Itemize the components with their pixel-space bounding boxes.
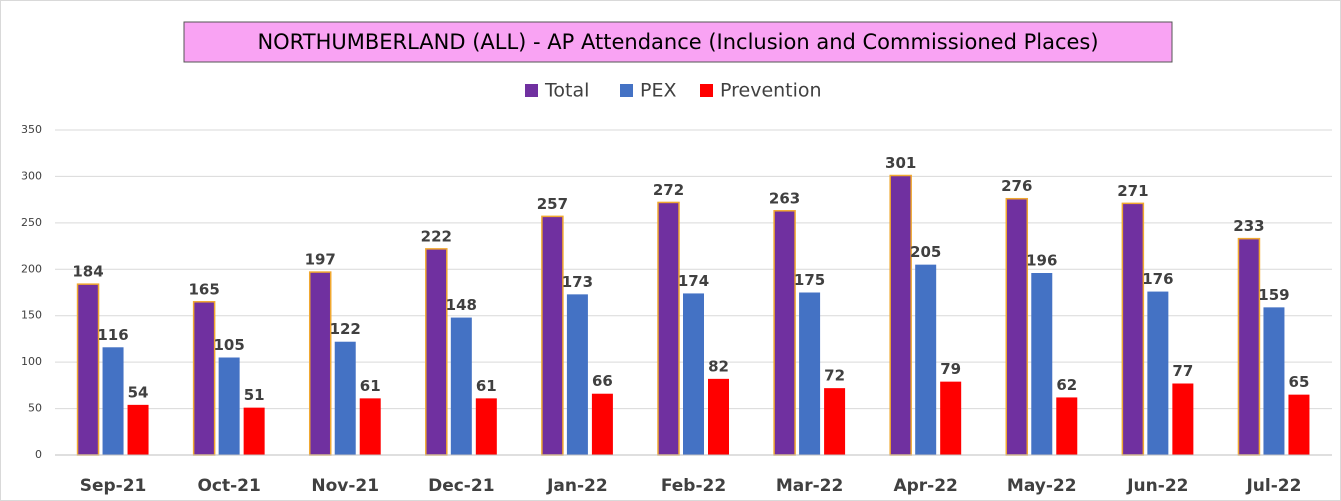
bar	[450, 317, 472, 455]
bar	[566, 294, 588, 455]
bar	[824, 388, 846, 455]
legend-label: PEX	[640, 80, 676, 102]
bar	[683, 293, 704, 455]
bar	[799, 292, 821, 455]
bar	[1005, 197, 1029, 456]
x-tick-label: May-22	[1007, 476, 1077, 496]
data-label: 222	[421, 227, 452, 245]
x-tick-label: Apr-22	[893, 476, 957, 496]
data-label: 77	[1172, 362, 1193, 380]
bar	[475, 398, 497, 455]
title-box	[183, 21, 1173, 63]
y-tick-label: 250	[21, 216, 42, 229]
bar	[591, 393, 613, 455]
data-label: 159	[1258, 286, 1289, 304]
x-tick-label: Jul-22	[1245, 476, 1301, 496]
data-label: 276	[1001, 177, 1032, 195]
data-label: 82	[708, 357, 729, 375]
bar	[1263, 307, 1285, 455]
x-tick-label: Nov-21	[311, 476, 379, 496]
bar	[1147, 291, 1169, 455]
data-label: 173	[562, 273, 593, 291]
data-label: 61	[360, 377, 381, 395]
bar	[541, 215, 564, 456]
data-label: 165	[188, 280, 219, 298]
bar	[218, 357, 240, 455]
data-label: 174	[678, 272, 709, 290]
data-label: 72	[824, 367, 845, 385]
x-tick-label: Dec-21	[428, 476, 494, 496]
data-label: 263	[769, 189, 800, 207]
bar	[1172, 383, 1194, 455]
data-label: 176	[1142, 270, 1173, 288]
data-label: 79	[940, 360, 961, 378]
data-label: 175	[794, 271, 825, 289]
data-label: 116	[97, 326, 128, 344]
bar	[1237, 237, 1261, 456]
bar	[1031, 273, 1053, 455]
bar	[889, 174, 912, 456]
y-tick-label: 300	[21, 169, 42, 182]
bar	[334, 341, 356, 455]
data-label: 61	[476, 377, 497, 395]
bar	[243, 407, 265, 455]
bar	[708, 378, 729, 455]
legend-swatch	[700, 84, 713, 97]
data-label: 54	[128, 383, 149, 401]
bar	[308, 271, 332, 456]
bar	[359, 398, 381, 455]
y-tick-label: 100	[21, 355, 42, 368]
data-label: 148	[446, 296, 477, 314]
legend-label: Total	[544, 80, 589, 102]
x-tick-label: Feb-22	[661, 476, 726, 496]
data-label: 271	[1117, 182, 1148, 200]
bar	[76, 283, 100, 456]
legend-swatch	[620, 84, 633, 97]
legend-label: Prevention	[720, 80, 822, 102]
bar	[940, 381, 962, 455]
data-label: 66	[592, 372, 613, 390]
data-label: 122	[330, 320, 361, 338]
data-label: 301	[885, 154, 916, 172]
bar	[657, 201, 680, 456]
bar	[127, 404, 149, 455]
data-label: 233	[1233, 217, 1264, 235]
x-tick-label: Jun-22	[1126, 476, 1188, 496]
bar	[915, 264, 937, 455]
data-label: 196	[1026, 252, 1057, 270]
x-tick-label: Oct-21	[197, 476, 260, 496]
data-label: 197	[305, 251, 336, 269]
bar	[102, 347, 124, 455]
x-tick-label: Sep-21	[80, 476, 147, 496]
x-tick-label: Jan-22	[546, 476, 608, 496]
data-label: 62	[1056, 376, 1077, 394]
y-tick-label: 0	[35, 448, 42, 461]
bar	[192, 301, 216, 456]
data-label: 65	[1289, 373, 1310, 391]
bar	[1288, 394, 1310, 455]
bar	[1056, 397, 1078, 455]
bar	[773, 210, 796, 456]
data-label: 257	[537, 195, 568, 213]
bar	[425, 248, 448, 456]
data-label: 272	[653, 181, 684, 199]
y-tick-label: 350	[21, 123, 42, 136]
data-label: 51	[244, 386, 265, 404]
y-tick-label: 150	[21, 309, 42, 322]
y-tick-label: 200	[21, 262, 42, 275]
chart-title: NORTHUMBERLAND (ALL) - AP Attendance (In…	[257, 30, 1098, 54]
legend-swatch	[525, 84, 538, 97]
data-label: 205	[910, 243, 941, 261]
data-label: 184	[72, 263, 103, 281]
bar	[1121, 202, 1145, 456]
data-label: 105	[213, 336, 244, 354]
y-tick-label: 50	[28, 402, 42, 415]
x-tick-label: Mar-22	[776, 476, 844, 496]
